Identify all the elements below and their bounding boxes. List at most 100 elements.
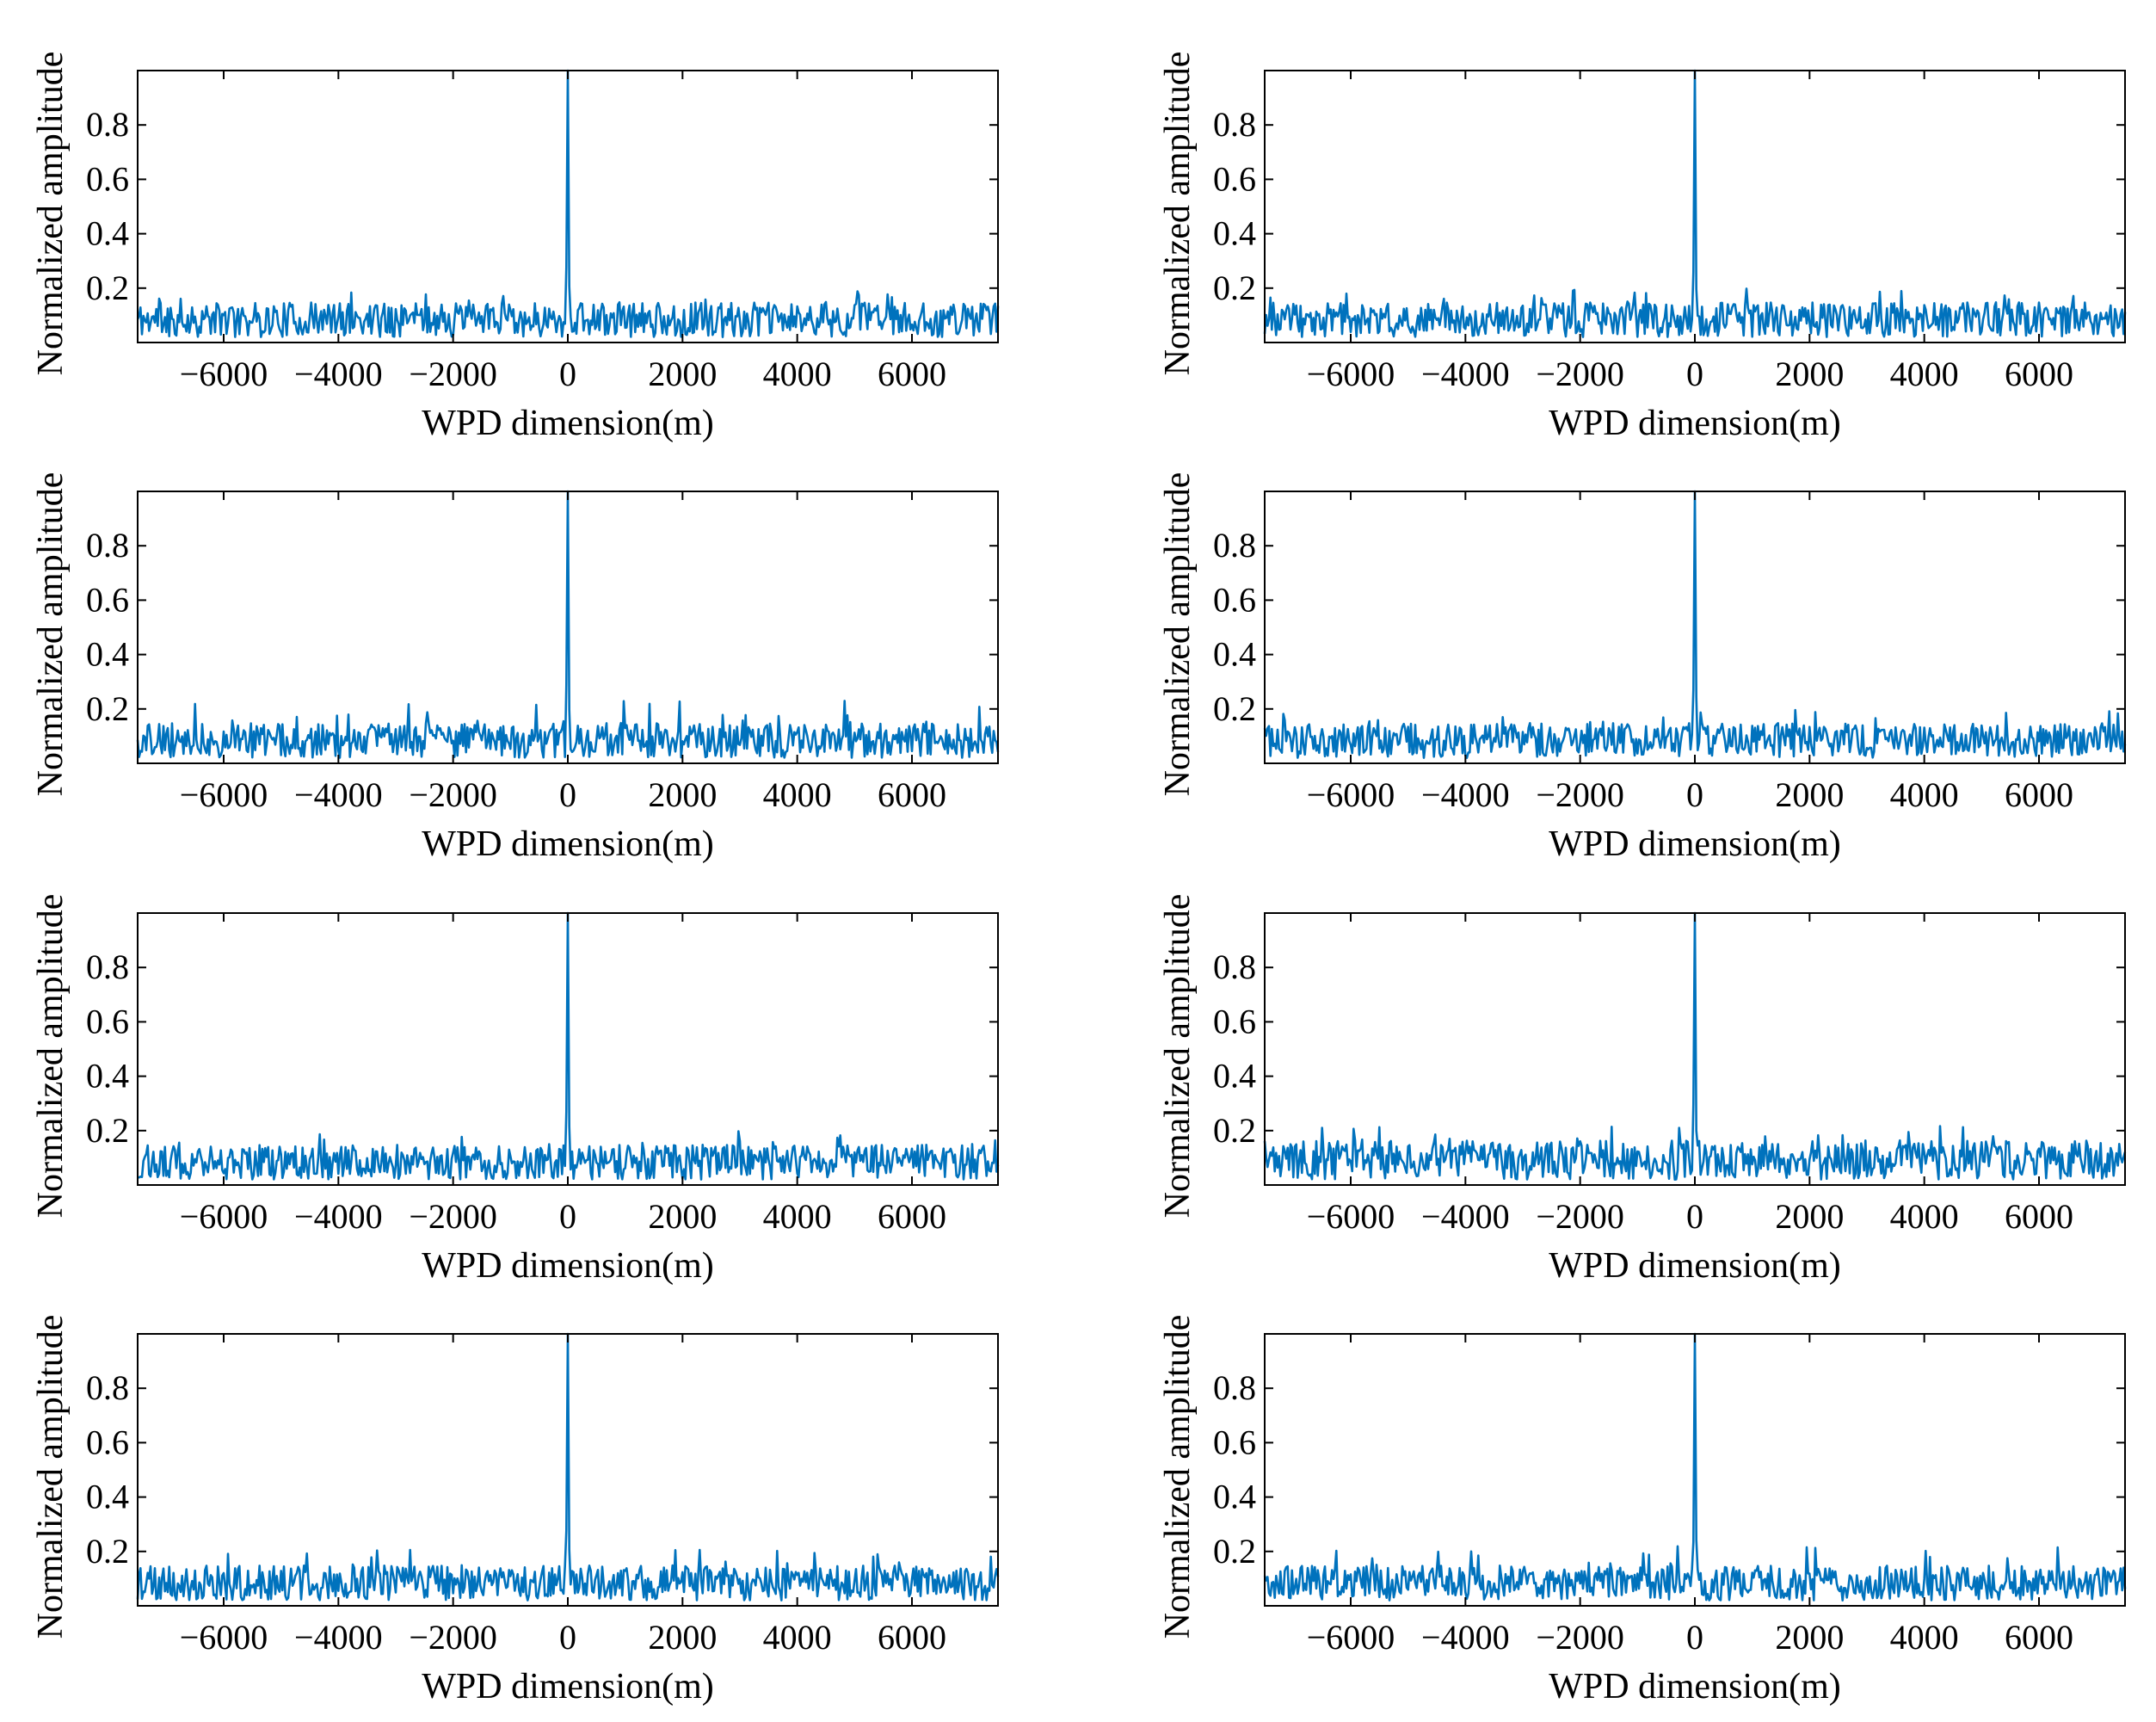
x-tick-label: −4000 [1421, 775, 1510, 814]
x-tick-label: −4000 [294, 355, 383, 393]
y-tick-label: 0.2 [86, 1532, 129, 1571]
subplot-r1c2: −6000 −4000 −2000 0 2000 4000 6000 0.2 0.4 0.6 0.8… [1158, 52, 2127, 443]
y-tick-label: 0.4 [86, 1057, 129, 1096]
x-axis-label: WPD dimension(m) [422, 1246, 713, 1286]
x-tick-label: −6000 [1307, 1197, 1395, 1236]
x-tick-label: 6000 [878, 355, 946, 393]
y-tick-label: 0.4 [86, 214, 129, 253]
x-tick-label: 2000 [648, 775, 717, 814]
series-line-r3c1 [137, 911, 1000, 1181]
x-tick-label: 2000 [1775, 355, 1844, 393]
x-tick-label: −6000 [1307, 355, 1395, 393]
x-tick-label: 4000 [1890, 1618, 1959, 1657]
x-tick-label: 4000 [763, 1197, 832, 1236]
series-line-r1c2 [1263, 69, 2127, 338]
x-tick-label: 4000 [763, 1618, 832, 1657]
y-tick-label: 0.4 [1213, 1478, 1256, 1516]
y-axis-label: Normalized amplitude [31, 1315, 71, 1639]
x-tick-label: 4000 [763, 775, 832, 814]
y-tick-label: 0.4 [86, 635, 129, 674]
y-axis-label: Normalized amplitude [1158, 52, 1198, 376]
y-tick-label: 0.2 [1213, 689, 1256, 728]
y-tick-label: 0.4 [1213, 1057, 1256, 1096]
x-tick-label: 0 [559, 355, 576, 393]
y-tick-label: 0.8 [1213, 105, 1256, 144]
x-tick-label: 0 [559, 775, 576, 814]
y-tick-label: 0.4 [1213, 214, 1256, 253]
series-line-r3c2 [1263, 911, 2127, 1181]
y-axis-label: Normalized amplitude [1158, 894, 1198, 1219]
x-axis-label: WPD dimension(m) [422, 404, 713, 443]
x-tick-label: −2000 [409, 775, 497, 814]
x-tick-label: 4000 [1890, 1197, 1959, 1236]
subplot-r1c1: −6000 −4000 −2000 0 2000 4000 6000 0.2 0.4 0.6 0.8… [31, 52, 1000, 443]
x-tick-label: 4000 [1890, 355, 1959, 393]
subplot-r4c1: −6000 −4000 −2000 0 2000 4000 6000 0.2 0.4 0.6 0.8… [31, 1315, 1000, 1707]
x-tick-label: −6000 [180, 1618, 268, 1657]
x-tick-label: −4000 [294, 1197, 383, 1236]
series-line-r1c1 [136, 69, 1000, 338]
subplot-r3c1: −6000 −4000 −2000 0 2000 4000 6000 0.2 0.4 0.6 0.8… [31, 894, 1000, 1286]
x-tick-label: −2000 [409, 1618, 497, 1657]
x-tick-label: 0 [559, 1618, 576, 1657]
y-axis-label: Normalized amplitude [31, 894, 71, 1219]
y-tick-label: 0.6 [1213, 580, 1256, 619]
x-tick-label: 6000 [878, 1197, 946, 1236]
x-tick-label: 6000 [2005, 1618, 2073, 1657]
y-axis-label: Normalized amplitude [31, 52, 71, 376]
y-tick-label: 0.6 [1213, 1423, 1256, 1461]
x-tick-label: 2000 [1775, 1618, 1844, 1657]
x-tick-label: 6000 [2005, 355, 2073, 393]
x-tick-label: 6000 [2005, 1197, 2073, 1236]
x-axis-label: WPD dimension(m) [1549, 1246, 1840, 1286]
y-tick-label: 0.6 [86, 1002, 129, 1040]
y-tick-label: 0.8 [86, 526, 129, 565]
y-tick-label: 0.2 [1213, 268, 1256, 307]
subplot-r3c2: −6000 −4000 −2000 0 2000 4000 6000 0.2 0.4 0.6 0.8… [1158, 894, 2127, 1286]
x-tick-label: −4000 [1421, 1197, 1510, 1236]
x-tick-label: −6000 [180, 355, 268, 393]
x-axis-label: WPD dimension(m) [422, 1667, 713, 1707]
y-tick-label: 0.2 [86, 268, 129, 307]
series-line-r4c1 [136, 1332, 1000, 1602]
x-tick-label: −2000 [1536, 775, 1624, 814]
y-tick-label: 0.4 [86, 1478, 129, 1516]
y-tick-label: 0.2 [1213, 1111, 1256, 1150]
y-tick-label: 0.8 [86, 105, 129, 144]
x-tick-label: 0 [1686, 775, 1703, 814]
x-tick-label: 0 [1686, 355, 1703, 393]
x-axis-label: WPD dimension(m) [422, 824, 713, 864]
x-tick-label: −4000 [1421, 355, 1510, 393]
subplot-r2c2: −6000 −4000 −2000 0 2000 4000 6000 0.2 0.4 0.6 0.8… [1158, 472, 2127, 864]
x-tick-label: 2000 [648, 1197, 717, 1236]
x-tick-label: −6000 [180, 775, 268, 814]
y-tick-label: 0.8 [1213, 526, 1256, 565]
y-tick-label: 0.8 [1213, 1368, 1256, 1407]
x-tick-label: −6000 [1307, 1618, 1395, 1657]
series-line-r2c2 [1263, 490, 2127, 759]
x-tick-label: −2000 [409, 355, 497, 393]
x-tick-label: −6000 [1307, 775, 1395, 814]
x-axis-label: WPD dimension(m) [1549, 1667, 1840, 1707]
y-tick-label: 0.6 [1213, 1002, 1256, 1040]
y-tick-label: 0.2 [86, 689, 129, 728]
x-tick-label: −4000 [294, 775, 383, 814]
subplot-r2c1: −6000 −4000 −2000 0 2000 4000 6000 0.2 0.4 0.6 0.8… [31, 472, 1000, 864]
series-line-r4c2 [1263, 1332, 2127, 1602]
y-tick-label: 0.2 [1213, 1532, 1256, 1571]
y-tick-label: 0.8 [86, 947, 129, 986]
y-tick-label: 0.8 [86, 1368, 129, 1407]
subplot-r4c2: −6000 −4000 −2000 0 2000 4000 6000 0.2 0.4 0.6 0.8… [1158, 1315, 2127, 1707]
x-tick-label: 4000 [763, 355, 832, 393]
x-tick-label: 0 [559, 1197, 576, 1236]
y-tick-label: 0.2 [86, 1111, 129, 1150]
x-tick-label: 2000 [648, 355, 717, 393]
x-axis-label: WPD dimension(m) [1549, 824, 1840, 864]
x-tick-label: 2000 [1775, 1197, 1844, 1236]
x-tick-label: 2000 [648, 1618, 717, 1657]
y-tick-label: 0.6 [86, 159, 129, 198]
x-tick-label: −2000 [409, 1197, 497, 1236]
x-tick-label: 2000 [1775, 775, 1844, 814]
x-tick-label: 0 [1686, 1197, 1703, 1236]
